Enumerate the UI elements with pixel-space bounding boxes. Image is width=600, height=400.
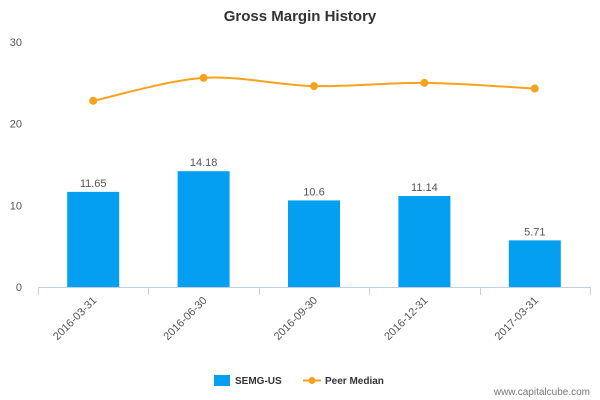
bar-series: 11.65 14.18 10.6 11.14 5.71: [67, 157, 561, 287]
legend-line-marker: [308, 377, 316, 384]
x-tick-label: 2016-12-31: [382, 295, 430, 343]
peer-median-point: [89, 96, 98, 105]
legend-bar-swatch: [214, 375, 230, 386]
bar-value-label: 10.6: [303, 186, 324, 198]
legend-label-peer-median: Peer Median: [325, 376, 384, 387]
bar-value-label: 5.71: [524, 226, 545, 238]
bar: [177, 171, 230, 287]
bar: [508, 240, 561, 287]
legend: SEMG-US Peer Median: [214, 375, 384, 387]
y-tick-label: 0: [16, 282, 22, 294]
bar-value-label: 14.18: [190, 157, 218, 169]
chart-title: Gross Margin History: [224, 8, 377, 25]
y-tick-label: 20: [10, 119, 22, 131]
x-tick-label: 2017-03-31: [493, 295, 541, 343]
y-tick-label: 10: [10, 200, 22, 212]
peer-median-point: [310, 82, 318, 91]
bar: [398, 196, 451, 287]
bar-value-label: 11.14: [411, 182, 438, 194]
x-axis: 2016-03-31 2016-06-30 2016-09-30 2016-12-31…: [38, 287, 591, 343]
y-axis: 0 10 20 30: [10, 37, 22, 294]
x-tick-label: 2016-03-31: [51, 295, 99, 343]
y-tick-label: 30: [10, 37, 22, 49]
peer-median-point: [199, 73, 208, 82]
legend-label-semg: SEMG-US: [235, 376, 282, 387]
x-tick-label: 2016-09-30: [272, 295, 320, 343]
bar-value-label: 11.65: [80, 178, 107, 190]
bar: [288, 200, 340, 287]
x-tick-label: 2016-06-30: [161, 295, 209, 343]
bar: [67, 191, 120, 287]
peer-median-point: [420, 78, 429, 87]
peer-median-point: [530, 84, 539, 93]
watermark: www.capitalcube.com: [493, 387, 590, 398]
line-series: [89, 73, 539, 105]
